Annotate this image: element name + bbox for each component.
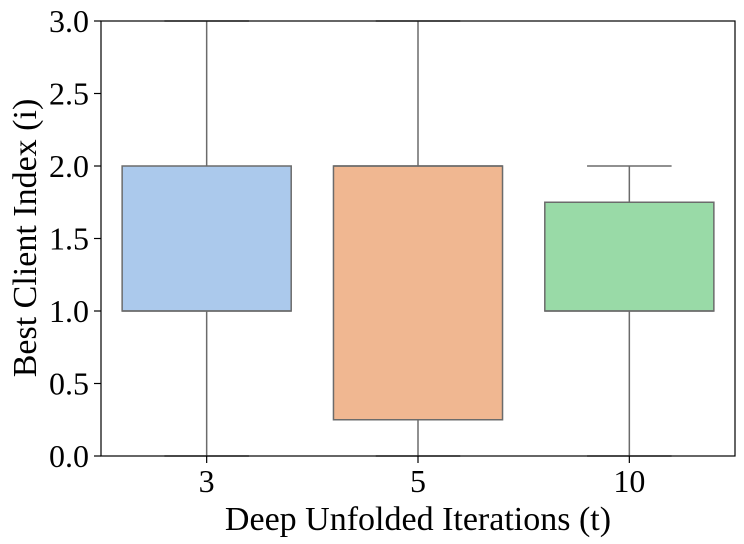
x-tick-label: 10 — [613, 463, 645, 499]
x-tick-label: 5 — [410, 463, 426, 499]
box-5 — [332, 165, 504, 421]
y-tick-label: 1.5 — [49, 221, 89, 257]
y-tick-label: 0.0 — [49, 438, 89, 474]
y-tick-label: 3.0 — [49, 3, 89, 39]
y-axis: 0.0 0.5 1.0 1.5 2.0 2.5 3.0 — [49, 3, 101, 474]
boxes-layer — [121, 20, 715, 457]
box-10 — [544, 201, 715, 312]
x-axis: 3 5 10 — [199, 456, 645, 499]
box-group-3 — [121, 20, 292, 457]
y-tick-label: 0.5 — [49, 366, 89, 402]
box-3 — [121, 165, 292, 312]
x-tick-label: 3 — [199, 463, 215, 499]
box-group-5 — [332, 20, 504, 457]
y-tick-label: 1.0 — [49, 293, 89, 329]
box-group-10 — [544, 165, 715, 457]
y-tick-label: 2.0 — [49, 148, 89, 184]
y-axis-label: Best Client Index (i) — [7, 99, 44, 378]
y-tick-label: 2.5 — [49, 76, 89, 112]
x-axis-label: Deep Unfolded Iterations (t) — [225, 501, 611, 538]
